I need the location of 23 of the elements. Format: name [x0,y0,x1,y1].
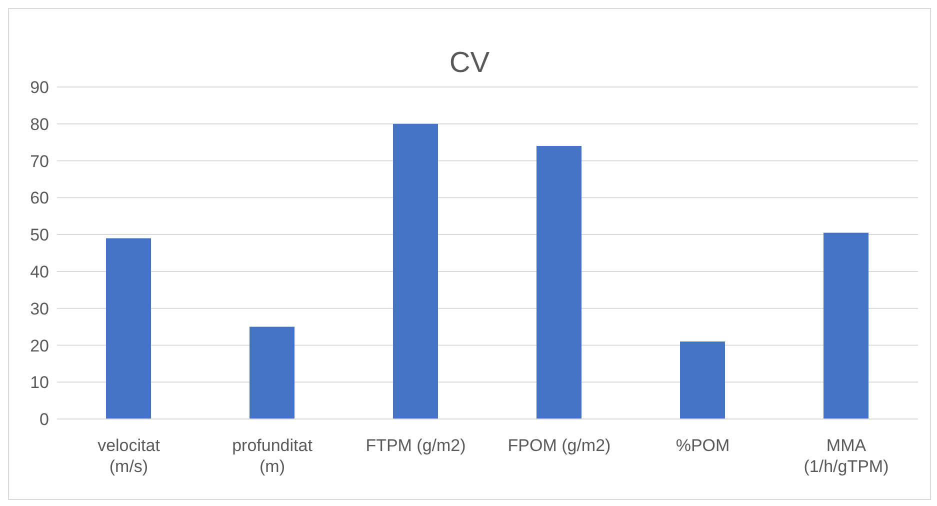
y-tick-label: 90 [30,78,49,98]
y-tick-label: 30 [30,299,49,318]
y-tick-label: 40 [30,262,49,282]
bar [250,326,294,419]
x-tick-label: velocitat (m/s) [98,436,160,476]
y-tick-label: 0 [40,410,49,430]
bar [680,342,725,419]
x-tick-label: MMA (1/h/gTPM) [804,436,889,476]
chart-title: CV [448,47,491,80]
x-tick-label: profunditat (m) [232,436,313,476]
bar [106,238,151,419]
y-tick-label: 10 [30,373,49,392]
x-tick-label: %POM [676,436,730,455]
y-tick-label: 20 [30,336,49,356]
y-tick-label: 50 [30,226,49,245]
x-tick-label: FPOM (g/m2) [508,436,611,455]
bar [536,146,582,419]
bar [824,232,868,419]
bar [393,124,438,419]
y-tick-label: 60 [30,188,49,208]
y-tick-label: 70 [30,152,49,171]
y-tick-label: 80 [30,114,49,134]
x-tick-label: FTPM (g/m2) [366,436,466,455]
